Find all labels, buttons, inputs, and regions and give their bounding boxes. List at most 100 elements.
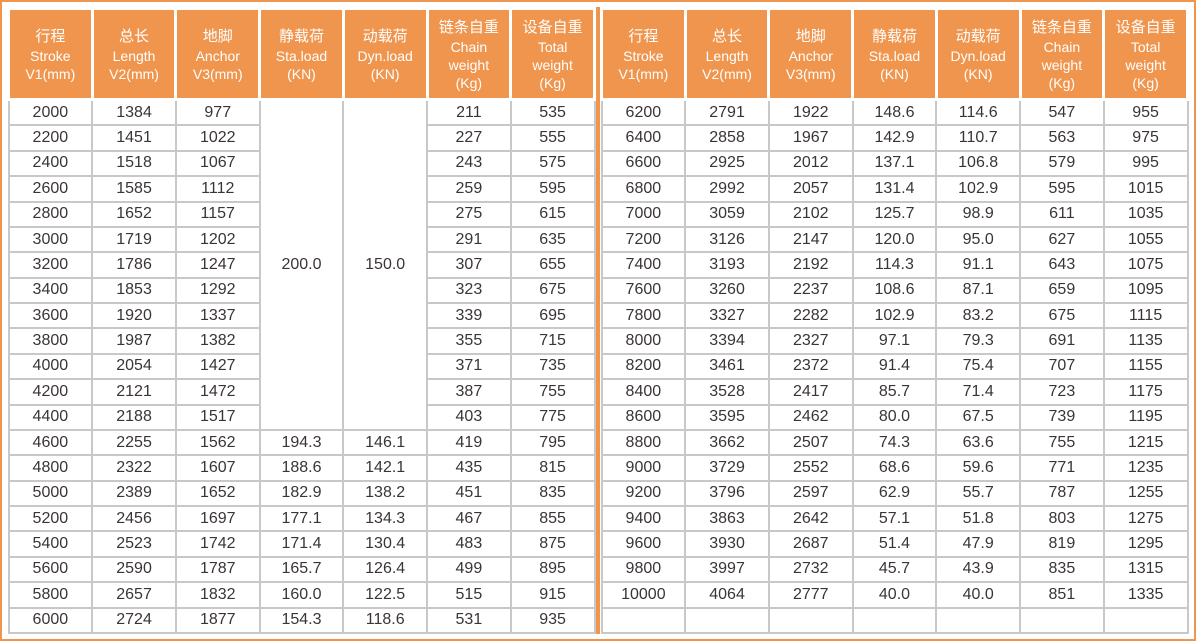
- table-cell: 171.4: [258, 530, 345, 558]
- header-cell: 行程 Stroke V1(mm): [600, 7, 687, 101]
- table-cell: [600, 606, 687, 634]
- table-cell: 227: [426, 124, 512, 152]
- table-cell: 1155: [1102, 352, 1189, 381]
- left-table-body: 2000 1384 977 200.0 150.0 211 535 2200 1451 1022 2…: [7, 98, 596, 634]
- table-cell: 935: [509, 606, 596, 634]
- table-row: 9200 3796 2597 62.9 55.7 787 1255: [600, 479, 1189, 508]
- table-row: 6200 2791 1922 148.6 114.6 547 955: [600, 98, 1189, 127]
- table-row: 8000 3394 2327 97.1 79.3 691 1135: [600, 327, 1189, 355]
- table-cell: 138.2: [342, 479, 429, 508]
- table-cell: 68.6: [851, 454, 938, 482]
- table-cell: 1697: [174, 504, 261, 533]
- table-cell: 675: [1019, 301, 1105, 330]
- table-cell: 4000: [7, 352, 94, 381]
- table-cell: 2327: [767, 327, 854, 355]
- table-cell: 3327: [684, 301, 770, 330]
- merged-cell: 150.0: [342, 98, 429, 431]
- table-cell: 85.7: [851, 378, 938, 406]
- table-cell: 7000: [600, 200, 687, 228]
- table-cell: 118.6: [342, 606, 429, 634]
- header-label-en: Stroke: [30, 47, 71, 64]
- table-cell: 635: [509, 225, 596, 254]
- header-label-en: V2(mm): [109, 65, 159, 82]
- header-label-en: V2(mm): [702, 65, 752, 82]
- table-cell: 675: [509, 276, 596, 305]
- table-cell: 3126: [684, 225, 770, 254]
- table-cell: 1115: [1102, 301, 1189, 330]
- table-cell: 45.7: [851, 555, 938, 584]
- table-cell: 55.7: [935, 479, 1022, 508]
- table-cell: 387: [426, 378, 512, 406]
- table-cell: 79.3: [935, 327, 1022, 355]
- table-cell: 125.7: [851, 200, 938, 228]
- header-label-en: V1(mm): [618, 65, 669, 82]
- table-cell: 194.3: [258, 428, 345, 457]
- table-cell: [684, 606, 770, 634]
- table-cell: 114.6: [935, 98, 1022, 127]
- table-cell: 6000: [7, 606, 94, 634]
- table-cell: 2462: [767, 403, 854, 431]
- table-cell: 1652: [91, 200, 177, 228]
- table-cell: 1135: [1102, 327, 1189, 355]
- header-label-zh: 总长: [119, 27, 150, 45]
- table-cell: 6400: [600, 124, 687, 152]
- table-row: 3000 1719 1202 291 635: [7, 225, 596, 254]
- table-cell: 9200: [600, 479, 687, 508]
- table-cell: 62.9: [851, 479, 938, 508]
- table-cell: 1295: [1102, 530, 1189, 558]
- header-label-en: Total: [537, 38, 568, 55]
- table-row: 8800 3662 2507 74.3 63.6 755 1215: [600, 428, 1189, 457]
- table-cell: 148.6: [851, 98, 938, 127]
- table-row: [600, 606, 1189, 634]
- table-cell: 51.8: [935, 504, 1022, 533]
- table-cell: 57.1: [851, 504, 938, 533]
- header-label-en: weight: [448, 56, 490, 73]
- table-cell: 131.4: [851, 175, 938, 203]
- header-label-en: (KN): [963, 65, 993, 82]
- table-cell: 3600: [7, 301, 94, 330]
- table-cell: 2600: [7, 175, 94, 203]
- table-cell: 8200: [600, 352, 687, 381]
- table-cell: 451: [426, 479, 512, 508]
- table-cell: 555: [509, 124, 596, 152]
- table-cell: 595: [509, 175, 596, 203]
- left-table: 行程 Stroke V1(mm) 总长 Length V2(mm) 地脚 Anchor V3(m…: [7, 7, 596, 634]
- table-cell: 120.0: [851, 225, 938, 254]
- table-cell: 875: [509, 530, 596, 558]
- table-cell: 775: [509, 403, 596, 431]
- table-row: 5200 2456 1697 177.1 134.3 467 855: [7, 504, 596, 533]
- header-label-en: V1(mm): [25, 65, 76, 82]
- header-label-en: Total: [1130, 38, 1161, 55]
- table-row: 9000 3729 2552 68.6 59.6 771 1235: [600, 454, 1189, 482]
- header-label-en: (KN): [287, 65, 316, 82]
- table-cell: 815: [509, 454, 596, 482]
- table-cell: 1275: [1102, 504, 1189, 533]
- header-cell: 链条自重 Chain weight (Kg): [1018, 7, 1106, 101]
- table-cell: 3461: [684, 352, 770, 381]
- table-cell: 1157: [174, 200, 261, 228]
- table-cell: 1832: [174, 581, 261, 609]
- table-cell: 643: [1019, 251, 1105, 279]
- table-cell: 467: [426, 504, 512, 533]
- table-cell: 110.7: [935, 124, 1022, 152]
- table-cell: 695: [509, 301, 596, 330]
- header-label-en: Dyn.load: [950, 47, 1006, 64]
- header-label-en: Sta.load: [275, 47, 328, 64]
- table-cell: 715: [509, 327, 596, 355]
- table-cell: 1472: [174, 378, 261, 406]
- table-cell: 2057: [767, 175, 854, 203]
- table-cell: [1102, 606, 1189, 634]
- table-cell: 97.1: [851, 327, 938, 355]
- table-cell: [767, 606, 854, 634]
- table-cell: 1967: [767, 124, 854, 152]
- table-cell: 51.4: [851, 530, 938, 558]
- table-cell: 211: [426, 98, 512, 127]
- table-cell: 134.3: [342, 504, 429, 533]
- table-cell: 2054: [91, 352, 177, 381]
- table-cell: 1095: [1102, 276, 1189, 305]
- table-row: 7600 3260 2237 108.6 87.1 659 1095: [600, 276, 1189, 305]
- table-cell: 3796: [684, 479, 770, 508]
- table-cell: 1920: [91, 301, 177, 330]
- header-label-en: (Kg): [539, 74, 566, 91]
- table-cell: 1315: [1102, 555, 1189, 584]
